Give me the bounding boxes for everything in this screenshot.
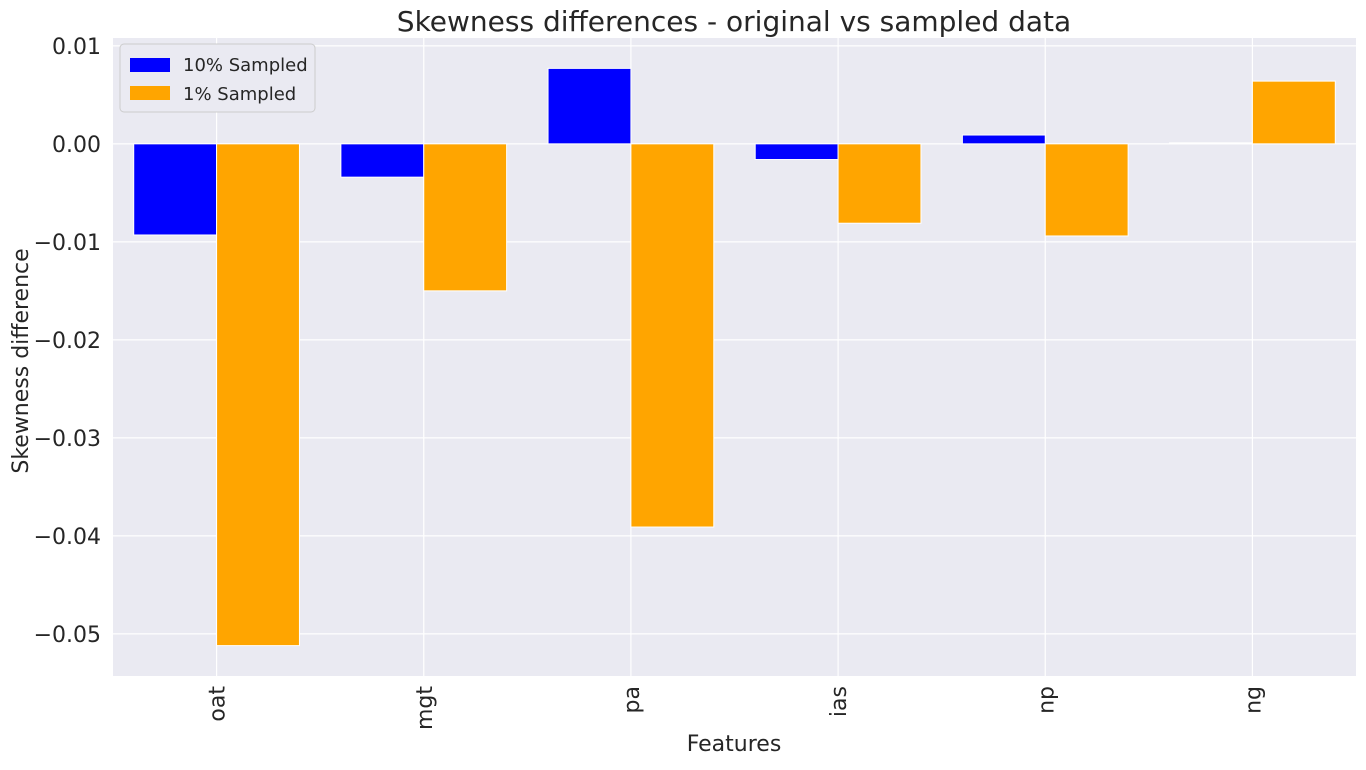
- y-tick-label: −0.03: [34, 427, 101, 452]
- bars: [133, 67, 1336, 647]
- bar-ias-series-0: [754, 143, 839, 161]
- y-tick-label: −0.05: [34, 623, 101, 648]
- y-tick-label: −0.02: [34, 329, 101, 354]
- x-tick-labels: oat mgt pa ias np ng: [206, 686, 1267, 730]
- bar-mgt-series-0: [340, 143, 425, 178]
- y-tick-label: 0.00: [52, 133, 101, 158]
- chart-title: Skewness differences - original vs sampl…: [397, 5, 1071, 38]
- bar-ng-series-0: [1169, 142, 1253, 145]
- legend-label-10-percent: 10% Sampled: [183, 55, 308, 76]
- legend-label-1-percent: 1% Sampled: [183, 84, 296, 105]
- x-tick-label-ng: ng: [1241, 686, 1266, 714]
- x-tick-label-mgt: mgt: [413, 686, 438, 730]
- bar-mgt-series-1: [423, 143, 508, 292]
- bar-ng-series-1: [1251, 80, 1336, 145]
- x-axis-label: Features: [687, 732, 782, 757]
- x-tick-label-oat: oat: [206, 686, 231, 722]
- bar-np-series-0: [961, 134, 1046, 145]
- bar-np-series-1: [1044, 143, 1129, 237]
- legend: 10% Sampled 1% Sampled: [119, 43, 316, 113]
- x-tick-label-pa: pa: [620, 686, 645, 713]
- y-tick-label: 0.01: [52, 35, 101, 60]
- bar-pa-series-1: [630, 143, 715, 528]
- bar-pa-series-0: [547, 67, 632, 145]
- y-tick-label: −0.04: [34, 525, 101, 550]
- legend-swatch-1-percent: [130, 86, 170, 100]
- y-tick-label: −0.01: [34, 231, 101, 256]
- bar-ias-series-1: [837, 143, 922, 224]
- bar-oat-series-1: [216, 143, 300, 647]
- x-tick-label-np: np: [1034, 686, 1059, 714]
- bar-oat-series-0: [133, 143, 218, 236]
- x-tick-label-ias: ias: [827, 686, 852, 717]
- legend-swatch-10-percent: [130, 58, 170, 72]
- y-tick-labels: 0.01 0.00 −0.01 −0.02 −0.03 −0.04 −0.05: [34, 35, 101, 648]
- y-axis-label: Skewness difference: [9, 248, 34, 473]
